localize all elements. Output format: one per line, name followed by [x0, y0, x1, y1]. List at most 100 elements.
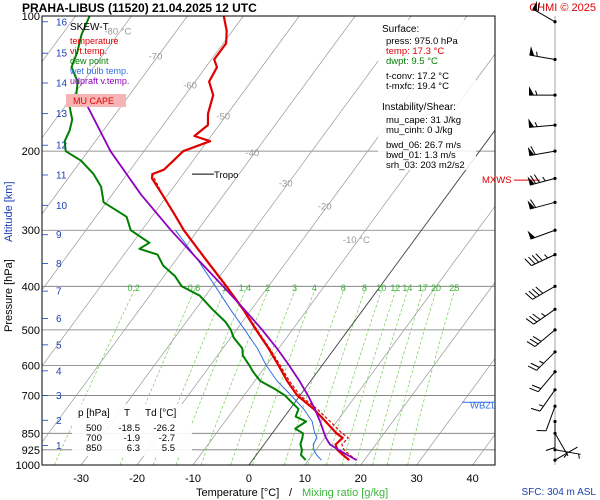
wind-barb-feather — [530, 407, 541, 412]
wind-barb — [532, 0, 557, 24]
altitude-tick-label: 9 — [56, 230, 62, 241]
mixing-ratio-line — [252, 286, 317, 465]
pressure-tick-labels: 100 200 300 400 500 600 700 850 925 1000 — [16, 11, 40, 472]
wind-barb-half-feather — [538, 404, 544, 407]
wind-barb-staff — [529, 150, 556, 157]
table-cell: -1.9 — [124, 433, 140, 444]
altitude-tick-label: 3 — [56, 391, 62, 402]
wind-barb-staff — [531, 254, 556, 267]
wind-barb-staff — [536, 351, 556, 371]
wind-barb-feather — [530, 362, 540, 368]
isotherm-label: -30 — [279, 179, 293, 190]
table-header-t: T — [124, 408, 130, 419]
table-cell: -26.2 — [153, 423, 175, 434]
wind-barb-feather — [533, 174, 540, 183]
tropopause-label: Tropo — [214, 170, 238, 181]
legend-entry: dew point — [70, 56, 109, 66]
wind-barb-half-feather — [542, 176, 546, 182]
mixing-ratio-label: 6 — [341, 283, 346, 293]
wind-barb-half-feather — [563, 453, 568, 458]
isotherm-line — [42, 16, 244, 291]
wind-barb-feather — [530, 175, 537, 184]
wind-barb-half-feather — [534, 122, 538, 127]
series-layer — [63, 16, 358, 461]
wind-barb-dot — [553, 93, 557, 97]
wind-barb — [553, 446, 578, 462]
wind-barb-dot — [553, 404, 557, 408]
table-header-td: Td [°C] — [145, 408, 176, 419]
pressure-tick-label: 600 — [22, 360, 40, 372]
wind-barb-dot — [553, 57, 557, 62]
wind-barb — [553, 448, 581, 459]
wind-barb-feather — [530, 199, 537, 208]
wind-barb-feather — [535, 253, 543, 261]
wind-barb-feather — [531, 288, 540, 296]
isotherm-line — [304, 205, 495, 465]
mixing-ratio-line — [54, 286, 137, 465]
wind-barb — [527, 228, 557, 240]
wind-barb-staff — [545, 406, 556, 431]
wind-barb-dot — [553, 350, 557, 354]
pressure-tick-label: 850 — [22, 428, 40, 440]
surface-title: Surface: — [382, 24, 419, 35]
wind-barb-dot — [553, 388, 557, 392]
surface-dwpt: dwpt: 9.5 °C — [386, 56, 438, 67]
table-header-p: p [hPa] — [78, 408, 110, 419]
mucape-label: MU CAPE — [73, 96, 114, 106]
mixing-ratio-label: 10 — [376, 283, 386, 293]
wind-barb-dot — [553, 253, 557, 257]
surface-info-background — [378, 20, 476, 170]
series-dew-point — [63, 16, 308, 461]
wind-barb-feather — [531, 384, 542, 390]
mixing-ratio-line — [341, 286, 398, 465]
table-cell: 500 — [86, 423, 102, 434]
wind-barb-staff — [534, 329, 556, 347]
mixing-ratio-label: 1.4 — [239, 283, 252, 293]
altitude-tick-label: 14 — [56, 79, 68, 90]
surface-elevation-label: SFC: 304 m ASL — [522, 487, 597, 498]
wind-barb-feather — [545, 447, 556, 451]
altitude-tick-label: 2 — [56, 416, 62, 427]
mucape-badge — [66, 94, 126, 107]
wind-barb-pennant — [532, 0, 537, 12]
surface-temp: temp: 17.3 °C — [386, 46, 444, 57]
sounding-table: p [hPa] T Td [°C] 500 -18.5 -26.2 700 -1… — [72, 404, 192, 456]
wind-barb-feather — [532, 313, 541, 321]
mixing-ratio-line — [407, 286, 457, 465]
wind-barb — [527, 350, 557, 371]
wind-barbs — [524, 0, 581, 462]
wind-barb-dot — [553, 228, 557, 232]
wind-barb-staff — [537, 371, 556, 393]
wind-barb-dot — [553, 149, 557, 153]
table-cell: 850 — [86, 443, 102, 454]
x2-axis-title: Mixing ratio [g/kg] — [302, 487, 388, 499]
wind-barb — [536, 404, 557, 432]
wind-barb-pennant — [527, 146, 535, 156]
instability-bwd06: bwd_06: 26.7 m/s — [386, 140, 461, 151]
table-cell: -2.7 — [159, 433, 175, 444]
wind-barb-half-feather — [544, 254, 549, 259]
mixing-ratio-label: 8 — [362, 283, 367, 293]
wind-barb-dot — [553, 448, 557, 452]
legend-entry: temperature — [70, 36, 119, 46]
mixing-ratio-line — [355, 286, 410, 465]
temperature-tick-label: 30 — [411, 473, 423, 485]
isotherm-label: -60 — [183, 81, 197, 92]
pressure-tick-label: 200 — [22, 146, 40, 158]
wind-barb-dot — [553, 419, 557, 424]
credit-label: CHMI © 2025 — [529, 2, 596, 14]
legend-entry: udpraft v.temp. — [70, 76, 129, 86]
wind-barb-staff — [554, 449, 581, 455]
altitude-tick-label: 11 — [56, 171, 67, 182]
wind-barb-dot — [553, 123, 557, 127]
table-cell: 5.5 — [162, 443, 175, 454]
mixing-ratio-label: 0.2 — [128, 283, 141, 293]
chart-title: PRAHA-LIBUS (11520) 21.04.2025 12 UTC — [22, 1, 257, 15]
sounding-table-background — [72, 404, 192, 456]
table-cell: 6.3 — [127, 443, 140, 454]
wind-barb-staff — [529, 124, 556, 128]
wind-barb-dot — [553, 431, 557, 435]
wind-barb — [527, 199, 557, 210]
mixing-ratio-label: 0.6 — [188, 283, 201, 293]
temperature-tick-labels: -30 -20 -10 0 10 20 30 40 — [73, 473, 479, 485]
